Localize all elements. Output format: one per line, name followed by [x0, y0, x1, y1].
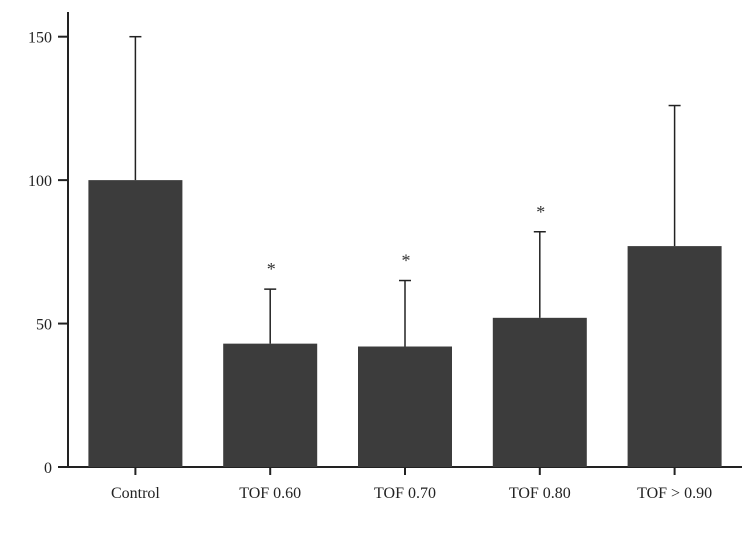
x-tick-label: TOF 0.60: [239, 485, 301, 502]
bar-3: [492, 317, 587, 467]
bar-2: [358, 346, 452, 467]
significance-mark-1: *: [267, 259, 276, 279]
bar-4: [627, 246, 722, 467]
bar-0: [88, 180, 183, 467]
y-tick-label: 50: [36, 317, 52, 334]
x-tick-label: Control: [111, 485, 160, 502]
y-tick-label: 100: [28, 173, 52, 190]
y-axis-ticks: 0 50 100 150: [28, 30, 68, 477]
x-tick-label: TOF 0.80: [509, 485, 571, 502]
significance-marks-group: * * *: [267, 202, 546, 279]
y-tick-label: 0: [44, 460, 52, 477]
x-axis-ticks: Control TOF 0.60 TOF 0.70 TOF 0.80 TOF > 0.9…: [111, 467, 712, 502]
bar-1: [223, 343, 318, 467]
x-tick-label: TOF > 0.90: [637, 485, 712, 502]
bars-group: [88, 180, 722, 467]
significance-mark-2: *: [402, 251, 411, 271]
x-tick-label: TOF 0.70: [374, 485, 436, 502]
significance-mark-3: *: [536, 202, 545, 222]
y-tick-label: 150: [28, 30, 52, 47]
error-bars-group: [129, 35, 681, 347]
